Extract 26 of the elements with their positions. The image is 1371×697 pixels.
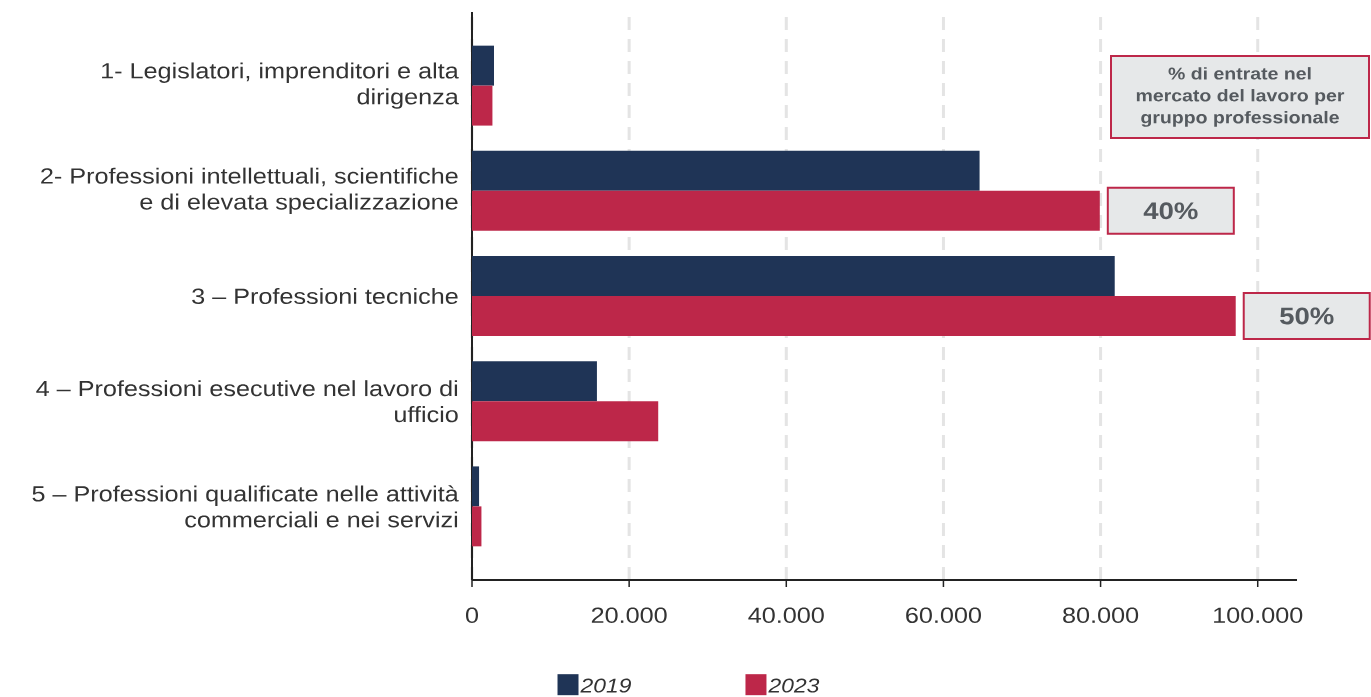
y-tick-label: 3 – Professioni tecniche (192, 287, 458, 305)
bar (472, 150, 980, 191)
bar (472, 466, 480, 507)
bar (472, 256, 1115, 296)
bar (472, 361, 597, 402)
annotation: 50% (1280, 307, 1334, 325)
bar (472, 45, 494, 86)
annotation: % di entrate nel mercato del lavoro per gruppo professionale (1136, 67, 1345, 127)
x-tick-label: 80.000 (1063, 607, 1139, 624)
legend-label: 2023 (768, 678, 820, 693)
y-tick-label: 4 – Professioni esecutive nel lavoro di ufficio (36, 380, 458, 423)
bar (472, 506, 482, 547)
x-tick-label: 100.000 (1214, 607, 1303, 624)
annotation: 40% (1143, 202, 1198, 220)
y-tick-label: 5 – Professioni qualificate nelle attività commerciali e nei servizi (32, 485, 459, 528)
legend-label: 2019 (580, 678, 631, 693)
bar (472, 190, 1100, 231)
x-tick-label: 40.000 (748, 607, 824, 624)
x-tick-label: 0 (465, 607, 479, 624)
x-tick-label: 20.000 (591, 607, 667, 624)
bar (472, 296, 1236, 336)
bar (472, 85, 493, 126)
y-tick-label: 2- Professioni intellettuali, scientifiche e di elevata specializzazione (41, 167, 458, 214)
bar (472, 401, 659, 442)
y-tick-label: 1- Legislatori, imprenditori e alta dirigenza (102, 62, 459, 109)
x-tick-label: 60.000 (906, 607, 981, 624)
